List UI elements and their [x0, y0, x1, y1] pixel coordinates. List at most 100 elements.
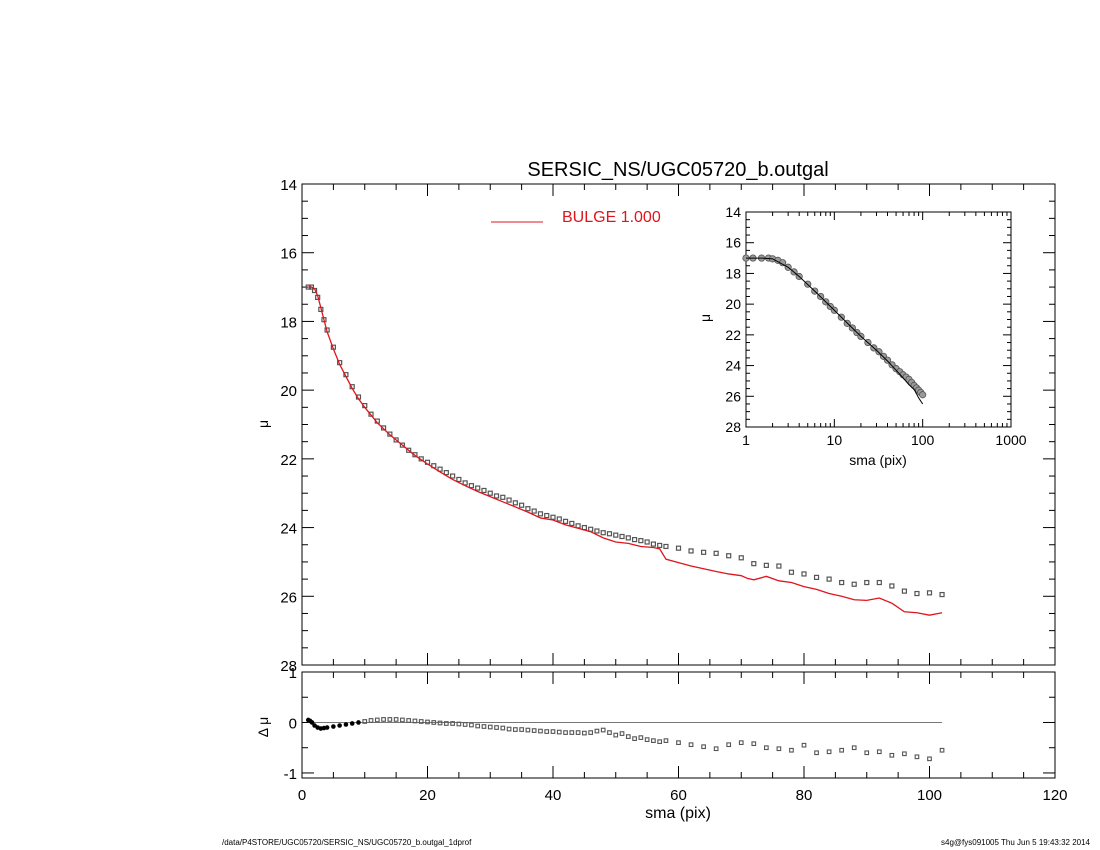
data-point [688, 548, 694, 554]
data-point [412, 452, 418, 458]
main-y-axis: 14 16 18 20 22 24 26 28 [280, 177, 1056, 675]
data-point [726, 553, 732, 559]
data-point [406, 447, 412, 453]
resid-ytick-label: 1 [289, 665, 297, 682]
data-point [864, 579, 870, 586]
inset-xtick-label: 10 [827, 432, 843, 448]
residual-point [763, 745, 769, 751]
data-point [600, 530, 606, 536]
data-point [700, 549, 707, 555]
residual-series-group [305, 717, 945, 762]
data-point [625, 535, 631, 541]
residual-point [851, 745, 857, 751]
inset-ytick-label: 26 [725, 388, 741, 404]
residual-point [456, 721, 462, 727]
residual-point [582, 730, 587, 736]
inset-y-label: μ [697, 314, 713, 322]
data-point [901, 588, 908, 594]
data-point [393, 437, 399, 443]
residual-point [531, 728, 537, 733]
residual-point [337, 723, 342, 728]
data-point [487, 490, 493, 496]
data-point [776, 563, 782, 569]
data-point [399, 442, 405, 448]
residual-point [437, 720, 443, 726]
residual-point [876, 749, 882, 755]
inset-ytick-label: 20 [725, 296, 741, 312]
resid-xtick-label: 120 [1042, 787, 1067, 804]
residual-point [506, 726, 512, 732]
inset-xtick-label: 100 [911, 432, 935, 448]
residual-point [331, 724, 336, 729]
residual-point [500, 725, 506, 731]
residual-point [309, 720, 315, 725]
data-point [443, 470, 449, 476]
data-point [914, 590, 920, 597]
residual-point [738, 740, 744, 746]
residual-point [406, 718, 412, 723]
data-point [826, 576, 832, 582]
inset-axes: 14 16 18 20 22 24 26 281 10 100 1000 [725, 204, 1026, 448]
residual-point [349, 721, 355, 726]
residual-point [751, 741, 757, 747]
inset-data-point [919, 391, 927, 399]
residual-point [902, 751, 907, 757]
residual-point [651, 738, 656, 743]
residual-plot-frame [301, 671, 1056, 779]
residual-point [776, 746, 782, 752]
data-point [657, 542, 663, 549]
residual-point [481, 724, 487, 729]
main-y-label: μ [255, 420, 271, 428]
residual-point [814, 750, 819, 756]
residual-point [927, 756, 932, 762]
residual-point [381, 717, 386, 722]
inset-plot-frame [745, 211, 1012, 428]
residual-point [889, 752, 895, 758]
residual-point [826, 749, 832, 755]
residual-point [619, 731, 625, 736]
footer-timestamp: s4g@fys091005 Thu Jun 5 19:43:32 2014 [941, 838, 1090, 847]
data-point [525, 506, 531, 512]
data-point [506, 497, 512, 503]
residual-point [519, 727, 524, 732]
data-point [531, 508, 537, 514]
resid-xtick-label: 100 [917, 787, 942, 804]
residual-x-label: sma (pix) [645, 805, 711, 822]
residual-point [450, 721, 455, 726]
residual-point [632, 736, 637, 741]
data-point [675, 545, 682, 551]
data-point [450, 473, 456, 479]
residual-point [550, 729, 556, 734]
inset-data-point [875, 348, 883, 356]
inset-ytick-label: 16 [725, 235, 741, 251]
main-ytick-label: 28 [280, 658, 297, 675]
inset-ytick-label: 14 [725, 204, 741, 220]
resid-xtick-label: 40 [545, 787, 562, 804]
main-ytick-label: 24 [280, 521, 297, 538]
inset-xtick-label: 1 [742, 432, 750, 448]
data-point [468, 483, 475, 489]
chart-title: SERSIC_NS/UGC05720_b.outgal [527, 159, 828, 181]
residual-point [657, 739, 663, 745]
residual-point [362, 719, 368, 724]
data-point [619, 533, 625, 540]
inset-x-label: sma (pix) [849, 452, 907, 468]
residual-point [789, 747, 794, 753]
inset-data-point [883, 356, 892, 364]
data-point [462, 480, 468, 486]
data-point [763, 562, 769, 568]
data-point [631, 536, 638, 543]
data-point [713, 550, 719, 556]
residual-point [538, 728, 543, 734]
residual-point [625, 734, 631, 739]
inset-series-group [742, 254, 927, 405]
residual-point [343, 722, 349, 727]
data-point [606, 531, 613, 537]
residual-point [544, 729, 550, 734]
data-point [519, 502, 525, 508]
data-point [544, 512, 550, 519]
data-point [889, 583, 895, 589]
residual-point [563, 730, 568, 735]
residual-point [324, 725, 330, 730]
